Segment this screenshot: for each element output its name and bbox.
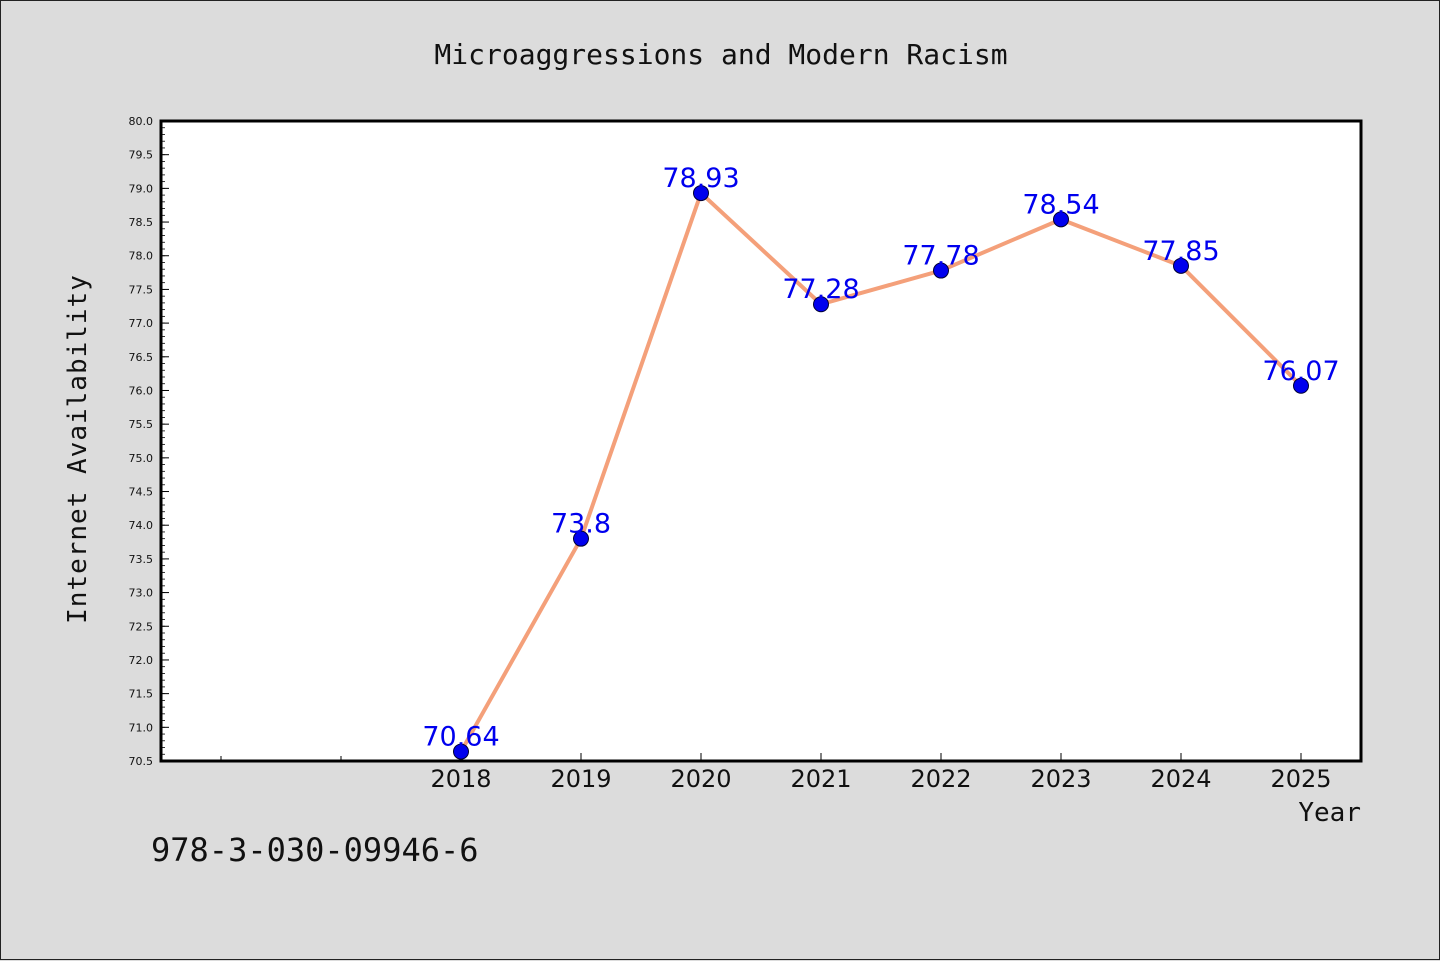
data-point (1053, 211, 1069, 228)
y-tick-label: 75.5 (129, 418, 154, 431)
data-label: 73.8 (551, 509, 611, 540)
y-tick-label: 79.0 (129, 182, 154, 195)
y-tick-label: 76.5 (129, 351, 154, 364)
x-tick-label: 2022 (910, 765, 971, 793)
data-point (1173, 257, 1189, 274)
y-tick-label: 74.5 (129, 486, 154, 499)
x-tick-label: 2018 (430, 765, 491, 793)
data-label: 77.28 (782, 274, 859, 305)
data-label: 76.07 (1262, 356, 1339, 387)
data-point (693, 185, 709, 202)
y-tick-label: 78.0 (129, 250, 154, 263)
data-point (573, 530, 589, 547)
data-label: 77.85 (1142, 236, 1219, 267)
series-line (459, 191, 1303, 753)
data-label: 70.64 (422, 722, 499, 753)
y-tick-label: 80.0 (129, 115, 154, 128)
y-tick-label: 73.5 (129, 553, 154, 566)
y-tick-label: 72.5 (129, 620, 154, 633)
y-tick-label: 76.0 (129, 384, 154, 397)
y-tick-label: 70.5 (129, 755, 154, 768)
data-label: 78.54 (1022, 189, 1099, 220)
x-tick-label: 2020 (670, 765, 731, 793)
footer-code: 978-3-030-09946-6 (151, 831, 479, 869)
y-tick-label: 74.0 (129, 519, 154, 532)
y-tick-label: 75.0 (129, 452, 154, 465)
data-label: 77.78 (902, 241, 979, 272)
plot-area (159, 119, 1363, 763)
y-tick-label: 72.0 (129, 654, 154, 667)
data-point (813, 296, 829, 313)
y-tick-label: 78.5 (129, 216, 154, 229)
y-axis-ticks: 70.5 71.0 71.5 72.0 72.5 73.0 73.5 74.0 74.5 75.0… (129, 115, 169, 768)
y-axis-label: Internet Availability (63, 274, 93, 624)
x-tick-label: 2023 (1030, 765, 1091, 793)
y-tick-label: 77.5 (129, 283, 154, 296)
y-tick-label: 71.5 (129, 688, 154, 701)
x-axis-label: Year (1298, 798, 1361, 828)
y-tick-label: 73.0 (129, 587, 154, 600)
series-internet-availability: 70.64 73.8 78.93 77.28 77.78 78.54 77.85 76.07 (422, 163, 1340, 760)
data-point (1293, 377, 1309, 394)
x-axis-ticks: 2018 2019 2020 2021 2022 2023 2024 2025 (220, 753, 1332, 793)
x-tick-label: 2021 (790, 765, 851, 793)
y-tick-label: 77.0 (129, 317, 154, 330)
x-tick-label: 2024 (1150, 765, 1211, 793)
x-tick-label: 2019 (550, 765, 611, 793)
data-point (453, 743, 469, 760)
y-tick-label: 79.5 (129, 149, 154, 162)
x-tick-label: 2025 (1270, 765, 1331, 793)
data-point (933, 262, 949, 279)
y-tick-label: 71.0 (129, 721, 154, 734)
data-label: 78.93 (662, 163, 739, 194)
chart-title: Microaggressions and Modern Racism (434, 38, 1007, 71)
